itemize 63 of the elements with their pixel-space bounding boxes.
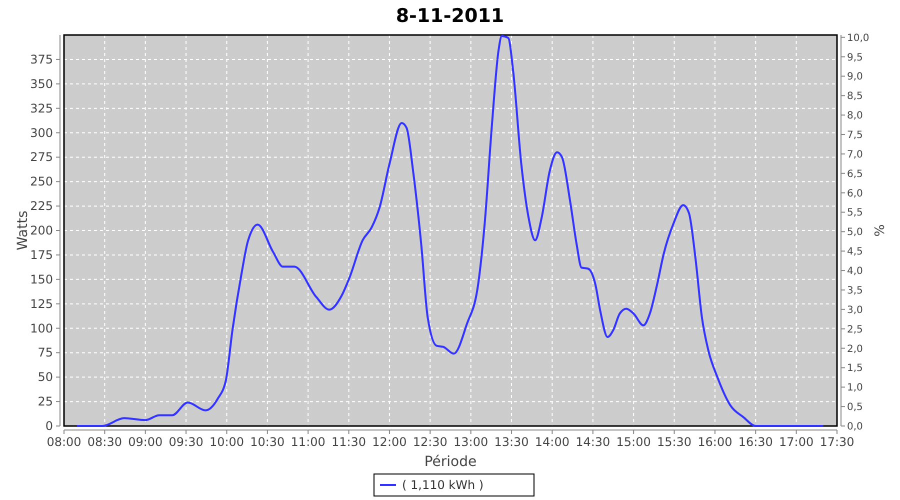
y2-tick-label: 5,0 — [847, 227, 863, 238]
x-tick-label: 08:30 — [87, 435, 122, 449]
y-tick-label: 200 — [30, 224, 53, 238]
y2-tick-label: 2,5 — [847, 324, 863, 336]
y2-tick-label: 1,0 — [847, 382, 863, 394]
x-tick-label: 13:00 — [454, 435, 488, 449]
x-tick-label: 14:00 — [534, 435, 570, 449]
y2-tick-label: 9,5 — [847, 52, 863, 64]
x-tick-label: 12:30 — [412, 435, 448, 449]
y-tick-label: 275 — [30, 150, 53, 164]
y-tick-label: 0 — [45, 419, 53, 433]
x-tick-label: 17:30 — [820, 435, 854, 449]
line-series — [76, 34, 824, 427]
y2-tick-label: 7,5 — [847, 130, 863, 141]
y2-tick-label: 0,0 — [847, 422, 863, 432]
y2-tick-label: 4,0 — [847, 266, 863, 278]
y2-tick-label: 6,0 — [847, 188, 863, 200]
y2-tick-label: 8,0 — [847, 110, 863, 122]
y2-tick-label: 0,5 — [847, 402, 863, 414]
x-tick-label: 09:00 — [128, 435, 163, 449]
x-tick-label: 12:00 — [372, 435, 407, 449]
y-tick-label: 125 — [30, 296, 53, 311]
x-tick-label: 15:30 — [656, 435, 692, 449]
chart-title: 8-11-2011 — [396, 5, 504, 27]
y2-tick-label: 10,0 — [847, 32, 870, 44]
y-tick-label: 150 — [30, 272, 53, 286]
y2-tick-label: 1,5 — [847, 363, 863, 374]
x-tick-label: 10:30 — [250, 435, 285, 449]
y2-tick-label: 2,0 — [847, 344, 863, 355]
x-tick-label: 14:30 — [576, 435, 610, 449]
y-tick-label: 100 — [30, 321, 53, 336]
y2-tick-label: 7,0 — [847, 149, 863, 160]
y-tick-label: 300 — [30, 126, 53, 140]
y-tick-label: 50 — [38, 370, 53, 384]
y2-tick-label: 9,0 — [847, 72, 863, 83]
y2-tick-label: 6,5 — [847, 168, 863, 180]
y-tick-label: 375 — [30, 52, 53, 66]
x-tick-label: 15:00 — [616, 435, 651, 449]
y-tick-label: 75 — [38, 346, 53, 360]
x-tick-label: 08:00 — [46, 435, 82, 449]
x-tick-label: 10:00 — [209, 435, 244, 449]
y-tick-label: 350 — [30, 76, 53, 91]
y-tick-label: 175 — [30, 248, 53, 262]
x-tick-label: 09:30 — [168, 435, 204, 449]
x-tick-label: 17:00 — [779, 435, 814, 449]
y2-tick-label: 8,5 — [847, 91, 863, 102]
y2-tick-label: 3,0 — [847, 304, 863, 316]
legend-label: ( 1,110 kWh ) — [402, 478, 484, 492]
x-tick-label: 11:30 — [331, 435, 366, 449]
y-axis-title: Watts — [15, 210, 31, 250]
x-tick-label: 11:00 — [290, 435, 326, 449]
y2-tick-label: 4,5 — [847, 246, 863, 258]
x-tick-label: 16:30 — [738, 435, 773, 449]
x-axis-title: Période — [424, 454, 477, 470]
x-tick-label: 16:00 — [698, 435, 732, 449]
y2-tick-label: 5,5 — [847, 208, 863, 219]
y-tick-label: 325 — [30, 101, 53, 116]
x-tick-label: 13:30 — [494, 435, 529, 449]
y2-tick-label: 3,5 — [847, 285, 863, 296]
y-tick-label: 250 — [30, 174, 53, 189]
y-tick-label: 225 — [30, 199, 53, 214]
y-tick-label: 25 — [38, 394, 53, 409]
y2-axis-title: % — [873, 224, 888, 237]
